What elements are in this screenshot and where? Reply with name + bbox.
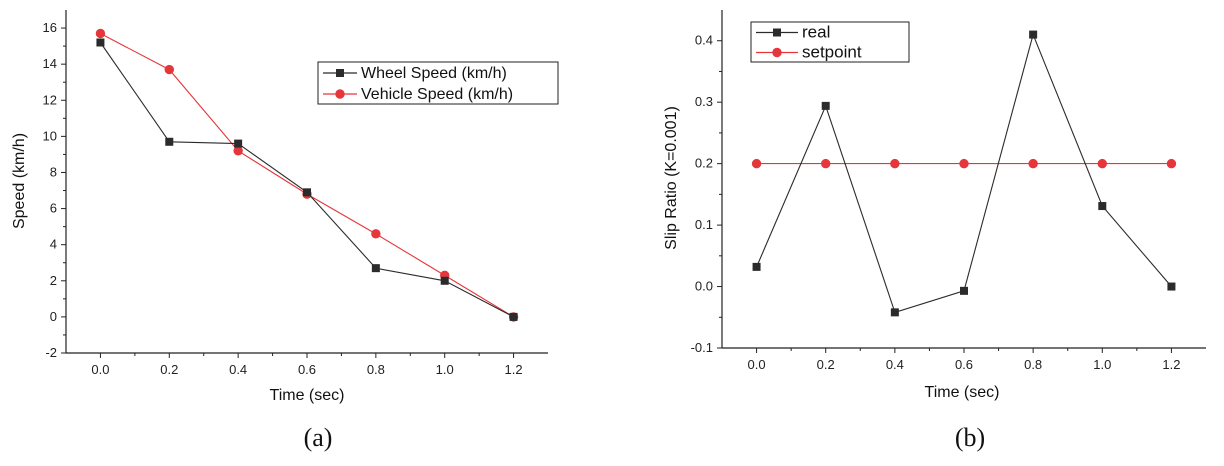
- x-tick-label: 0.6: [298, 362, 316, 377]
- y-tick-label: 12: [43, 92, 57, 107]
- x-tick-label: 1.2: [505, 362, 523, 377]
- chart-panel-a: 0.0 0.2 0.4 0.6 0.8 1.0 1.2 -2 0 2 4 6 8 10 12 14 16 Time…: [11, 10, 559, 452]
- data-point: [371, 229, 381, 239]
- data-point: [234, 139, 243, 148]
- legend-label: real: [802, 23, 830, 42]
- data-point: [890, 158, 900, 169]
- chart-panel-b: 0.0 0.2 0.4 0.6 0.8 1.0 1.2 -0.1 0.0 0.1 0.2 0.3 0.4…: [663, 10, 1206, 452]
- x-tick-label: 0.6: [955, 357, 973, 372]
- x-tick-label: 0.0: [91, 362, 109, 377]
- data-point: [233, 146, 243, 156]
- y-tick-label: 16: [43, 20, 57, 35]
- x-tick-label: 0.2: [160, 362, 178, 377]
- data-point: [371, 264, 380, 273]
- data-point: [1029, 30, 1038, 39]
- x-tick-label: 0.4: [229, 362, 247, 377]
- panel-label: (a): [304, 423, 333, 452]
- data-point: [96, 38, 105, 47]
- data-point: [1097, 158, 1107, 169]
- y-tick-label: 2: [50, 273, 57, 288]
- y-tick-label: 0.0: [695, 279, 713, 294]
- y-tick-label: 0.1: [695, 217, 713, 232]
- y-tick-label: 6: [50, 201, 57, 216]
- legend-marker: [335, 89, 345, 99]
- y-tick-label: 14: [43, 56, 57, 71]
- y-axis-title: Speed (km/h): [11, 133, 28, 229]
- x-axis-title: Time (sec): [925, 384, 1000, 401]
- data-point: [752, 262, 761, 271]
- data-point: [821, 101, 830, 110]
- legend: Wheel Speed (km/h) Vehicle Speed (km/h): [317, 61, 559, 105]
- y-axis-title: Slip Ratio (K=0.001): [663, 106, 680, 250]
- data-point: [1167, 282, 1176, 291]
- x-tick-label: 0.8: [1024, 357, 1042, 372]
- legend-label: setpoint: [802, 43, 862, 62]
- x-axis-title: Time (sec): [270, 387, 345, 404]
- data-point: [890, 308, 899, 317]
- series-setpoint: [751, 158, 1177, 169]
- x-tick-label: 0.0: [748, 357, 766, 372]
- y-tick-label: 0.2: [695, 156, 713, 171]
- legend-box: [317, 61, 559, 105]
- legend-marker: [772, 47, 782, 58]
- y-tick-label: 8: [50, 164, 57, 179]
- x-tick-label: 0.2: [817, 357, 835, 372]
- series-line: [756, 32, 1172, 314]
- data-point: [303, 188, 311, 197]
- legend-marker: [336, 69, 344, 77]
- y-tick-label: 10: [43, 128, 57, 143]
- y-tick-label: -0.1: [691, 340, 713, 355]
- series-real: [752, 30, 1176, 317]
- data-point: [751, 158, 762, 169]
- data-point: [440, 276, 449, 285]
- data-point: [1098, 202, 1107, 211]
- data-point: [821, 158, 831, 169]
- x-tick-label: 1.0: [436, 362, 454, 377]
- y-tick-label: 4: [50, 237, 57, 252]
- legend-label: Vehicle Speed (km/h): [361, 86, 513, 103]
- data-point: [164, 64, 174, 75]
- series-wheel-speed-km-h: [96, 38, 518, 321]
- panel-label: (b): [955, 423, 985, 452]
- x-tick-label: 1.0: [1093, 357, 1111, 372]
- data-point: [509, 312, 518, 321]
- data-point: [960, 286, 968, 295]
- y-tick-label: 0.3: [695, 94, 713, 109]
- y-tick-label: -2: [45, 345, 57, 360]
- legend-label: Wheel Speed (km/h): [361, 65, 507, 82]
- data-point: [1166, 158, 1177, 169]
- x-tick-label: 0.4: [886, 357, 904, 372]
- data-point: [959, 158, 969, 169]
- legend-marker: [773, 28, 781, 37]
- data-point: [95, 28, 106, 39]
- y-tick-label: 0: [50, 309, 57, 324]
- data-point: [1028, 158, 1038, 169]
- data-point: [165, 137, 174, 146]
- x-tick-label: 1.2: [1162, 357, 1180, 372]
- x-tick-label: 0.8: [367, 362, 385, 377]
- y-tick-label: 0.4: [695, 33, 713, 48]
